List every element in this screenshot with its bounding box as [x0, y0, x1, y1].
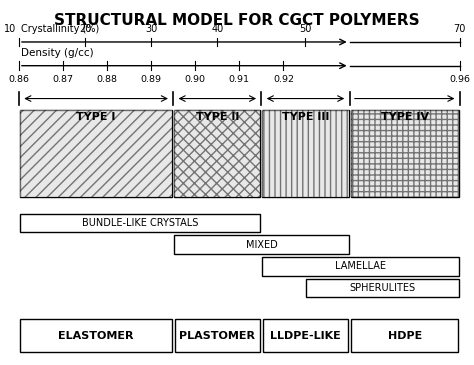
FancyBboxPatch shape [20, 319, 172, 352]
FancyBboxPatch shape [307, 279, 459, 297]
Text: TYPE III: TYPE III [282, 112, 329, 122]
Text: 0.96: 0.96 [449, 75, 470, 84]
FancyBboxPatch shape [174, 235, 349, 254]
FancyBboxPatch shape [351, 110, 459, 197]
Text: HDPE: HDPE [388, 331, 422, 341]
Text: 30: 30 [145, 24, 157, 34]
FancyBboxPatch shape [174, 110, 261, 197]
FancyBboxPatch shape [175, 319, 260, 352]
Text: 0.86: 0.86 [9, 75, 29, 84]
Text: 0.91: 0.91 [229, 75, 250, 84]
Text: TYPE IV: TYPE IV [381, 112, 428, 122]
Text: 0.92: 0.92 [273, 75, 294, 84]
Text: 40: 40 [211, 24, 223, 34]
Text: LLDPE-LIKE: LLDPE-LIKE [270, 331, 341, 341]
Text: TYPE I: TYPE I [76, 112, 116, 122]
Text: ELASTOMER: ELASTOMER [58, 331, 134, 341]
FancyBboxPatch shape [263, 110, 349, 197]
FancyBboxPatch shape [351, 110, 459, 197]
FancyBboxPatch shape [263, 110, 349, 197]
Text: 70: 70 [454, 24, 466, 34]
FancyBboxPatch shape [20, 214, 261, 232]
Text: SPHERULITES: SPHERULITES [349, 283, 416, 293]
Text: 0.89: 0.89 [141, 75, 162, 84]
Text: BUNDLE-LIKE CRYSTALS: BUNDLE-LIKE CRYSTALS [82, 218, 199, 228]
FancyBboxPatch shape [174, 110, 261, 197]
FancyBboxPatch shape [263, 319, 348, 352]
Text: Crystallinity (%): Crystallinity (%) [21, 24, 100, 34]
Text: LAMELLAE: LAMELLAE [335, 261, 386, 272]
Text: TYPE II: TYPE II [196, 112, 239, 122]
Text: 0.90: 0.90 [185, 75, 206, 84]
FancyBboxPatch shape [351, 319, 458, 352]
Text: 0.87: 0.87 [53, 75, 73, 84]
Text: 20: 20 [79, 24, 91, 34]
FancyBboxPatch shape [20, 110, 173, 197]
Text: MIXED: MIXED [246, 239, 277, 250]
Text: 10: 10 [4, 24, 17, 34]
Text: 0.88: 0.88 [97, 75, 118, 84]
FancyBboxPatch shape [20, 110, 173, 197]
Text: STRUCTURAL MODEL FOR CGCT POLYMERS: STRUCTURAL MODEL FOR CGCT POLYMERS [54, 13, 420, 28]
Text: Density (g/cc): Density (g/cc) [21, 48, 94, 58]
FancyBboxPatch shape [263, 257, 459, 276]
Text: PLASTOMER: PLASTOMER [179, 331, 255, 341]
Text: 50: 50 [299, 24, 312, 34]
